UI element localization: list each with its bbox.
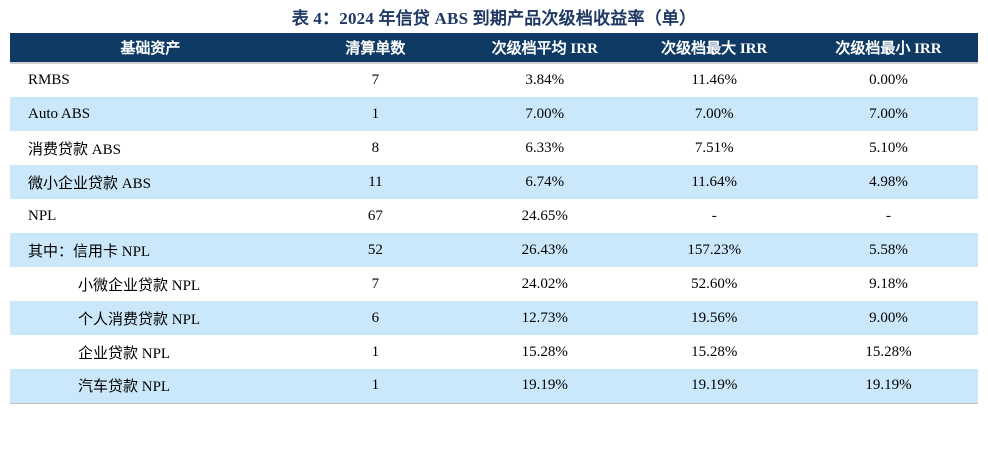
count-cell: 7 [371,72,380,88]
max-irr-cell: 11.64% [691,173,738,190]
avg-irr-cell: 3.84% [525,72,565,88]
count-cell: 1 [371,105,380,122]
count-cell: 1 [290,369,461,404]
min-irr-cell: 0.00% [869,72,908,88]
min-irr-cell: 19.19% [798,369,978,404]
asset-cell: 小微企业贷款 NPL [78,277,201,294]
asset-cell: 汽车贷款 NPL [10,369,291,404]
max-irr-cell: 7.00% [694,105,734,122]
min-irr-cell: 5.10% [869,139,908,156]
table-row: Auto ABS 1 7.00% 7.00% 7.00% [10,97,978,131]
column-header-min-irr: 次级档最小 IRR [798,33,978,64]
avg-irr-cell: 6.33% [525,139,565,156]
table-body: RMBS 7 3.84% 11.46% 0.00% Auto ABS 1 7.0… [10,63,978,404]
column-header-max-irr: 次级档最大 IRR [629,33,799,64]
table-row: 消费贷款 ABS 8 6.33% 7.51% 5.10% [10,131,978,165]
table-row: 其中：信用卡 NPL 52 26.43% 157.23% 5.58% [10,233,978,267]
asset-cell: 消费贷款 ABS [28,141,121,158]
count-cell: 11 [368,173,383,190]
asset-cell: Auto ABS [28,105,91,122]
asset-cell: RMBS [28,72,70,88]
count-cell: 67 [367,207,383,224]
table-row: 微小企业贷款 ABS 11 6.74% 11.64% 4.98% [10,165,978,199]
max-irr-cell: 52.60% [691,275,738,292]
avg-irr-cell: 24.65% [521,207,568,224]
max-irr-cell: - [711,207,717,224]
asset-cell: 个人消费贷款 NPL [78,311,201,328]
count-cell: 7 [371,275,380,292]
table-row: 个人消费贷款 NPL 6 12.73% 19.56% 9.00% [10,301,978,335]
table-row: 企业贷款 NPL 1 15.28% 15.28% 15.28% [10,335,978,369]
avg-irr-cell: 19.19% [460,369,630,404]
min-irr-cell: - [885,207,891,224]
max-irr-cell: 19.56% [691,309,738,326]
min-irr-cell: 7.00% [869,105,908,122]
max-irr-cell: 19.19% [629,369,799,404]
min-irr-cell: 9.00% [869,309,908,326]
max-irr-cell: 7.51% [694,139,734,156]
table-row: RMBS 7 3.84% 11.46% 0.00% [10,63,978,97]
table-title: 表 4：2024 年信贷 ABS 到期产品次级档收益率（单） [291,9,697,28]
avg-irr-cell: 12.73% [521,309,568,326]
asset-cell: 微小企业贷款 ABS [28,175,151,192]
avg-irr-cell: 15.28% [521,343,568,360]
column-header-asset: 基础资产 [10,33,291,64]
column-header-count: 清算单数 [290,33,461,64]
count-cell: 1 [371,343,380,360]
avg-irr-cell: 24.02% [521,275,568,292]
column-header-avg-irr: 次级档平均 IRR [460,33,630,64]
avg-irr-cell: 26.43% [521,241,568,258]
count-cell: 6 [371,309,380,326]
asset-cell: NPL [28,207,57,224]
asset-cell: 其中：信用卡 NPL [28,243,151,260]
avg-irr-cell: 6.74% [525,173,565,190]
table-row: NPL 67 24.65% - - [10,199,978,233]
avg-irr-cell: 7.00% [525,105,565,122]
table-row: 小微企业贷款 NPL 7 24.02% 52.60% 9.18% [10,267,978,301]
table-header-row: 基础资产 清算单数 次级档平均 IRR 次级档最大 IRR 次级档最小 IRR [10,33,978,64]
min-irr-cell: 5.58% [869,241,908,258]
min-irr-cell: 15.28% [865,343,912,360]
min-irr-cell: 9.18% [869,275,908,292]
table-row: 汽车贷款 NPL 1 19.19% 19.19% 19.19% [10,369,978,404]
asset-cell: 企业贷款 NPL [78,345,171,362]
max-irr-cell: 157.23% [687,241,742,258]
count-cell: 8 [371,139,380,156]
max-irr-cell: 11.46% [691,72,738,88]
count-cell: 52 [367,241,383,258]
min-irr-cell: 4.98% [869,173,908,190]
max-irr-cell: 15.28% [691,343,738,360]
irr-table: 基础资产 清算单数 次级档平均 IRR 次级档最大 IRR 次级档最小 IRR … [10,33,978,404]
